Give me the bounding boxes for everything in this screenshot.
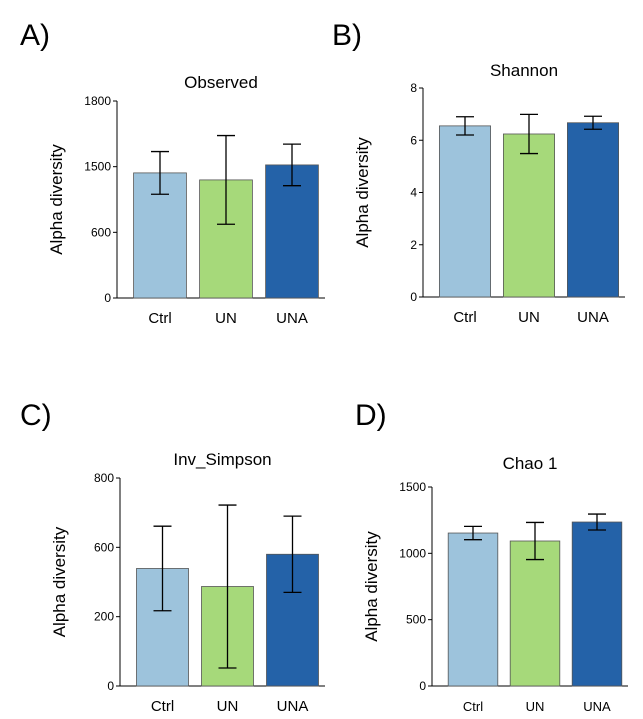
panel-label: A)	[20, 19, 50, 52]
y-tick-label: 1500	[84, 160, 111, 174]
x-tick-label: UN	[526, 699, 545, 714]
y-axis-label: Alpha diversity	[47, 144, 66, 255]
x-tick-label: Ctrl	[453, 309, 476, 326]
chart-title: Shannon	[490, 61, 558, 80]
x-tick-label: Ctrl	[151, 698, 174, 715]
chart-title: Inv_Simpson	[173, 450, 271, 469]
panel-label: B)	[332, 19, 362, 52]
bar	[502, 133, 555, 298]
y-tick-label: 800	[94, 471, 114, 485]
x-tick-label: UNA	[276, 310, 308, 327]
x-tick-label: UNA	[583, 699, 611, 714]
bar	[509, 540, 561, 687]
y-tick-label: 1500	[399, 480, 426, 494]
y-axis-label: Alpha diversity	[353, 137, 372, 248]
bar	[567, 122, 620, 298]
x-tick-label: UNA	[577, 309, 609, 326]
x-tick-label: Ctrl	[463, 699, 483, 714]
y-tick-label: 6	[410, 133, 417, 147]
x-tick-label: Ctrl	[148, 310, 171, 327]
x-tick-label: UN	[215, 310, 237, 327]
chart-title: Chao 1	[503, 454, 558, 473]
y-tick-label: 0	[104, 291, 111, 305]
y-tick-label: 0	[419, 679, 426, 693]
panel-label: D)	[355, 399, 387, 432]
x-tick-label: UN	[518, 309, 540, 326]
y-axis-label: Alpha diversity	[50, 526, 69, 637]
y-tick-label: 4	[410, 186, 417, 200]
panel-label: C)	[20, 399, 52, 432]
x-tick-label: UNA	[277, 698, 309, 715]
bar	[571, 521, 623, 687]
y-tick-label: 2	[410, 238, 417, 252]
y-tick-label: 1800	[84, 94, 111, 108]
y-tick-label: 600	[94, 540, 114, 554]
y-tick-label: 0	[107, 679, 114, 693]
y-tick-label: 1000	[399, 546, 426, 560]
bar	[447, 532, 499, 687]
y-tick-label: 0	[410, 290, 417, 304]
y-tick-label: 600	[91, 225, 111, 239]
chart-title: Observed	[184, 73, 258, 92]
y-tick-label: 500	[406, 613, 426, 627]
x-tick-label: UN	[217, 698, 239, 715]
y-axis-label: Alpha diversity	[362, 531, 381, 642]
bar	[438, 125, 491, 298]
y-tick-label: 200	[94, 610, 114, 624]
y-tick-label: 8	[410, 81, 417, 95]
